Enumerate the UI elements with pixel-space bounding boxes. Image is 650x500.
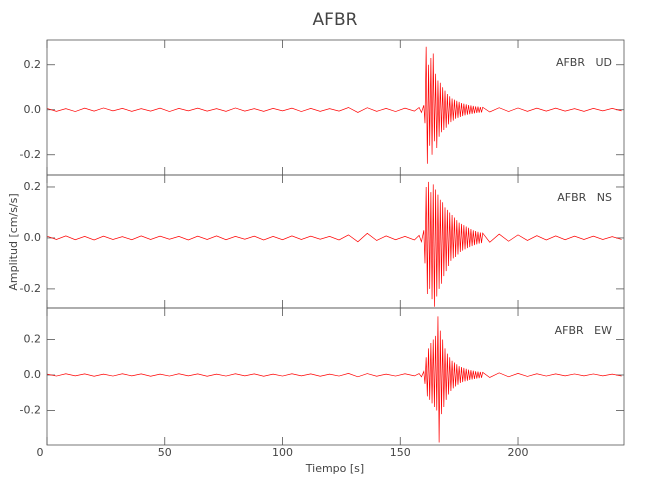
panel-label: AFBR UD bbox=[556, 56, 612, 69]
x-tick-label: 200 bbox=[508, 446, 529, 459]
panel-frame bbox=[46, 307, 625, 446]
x-tick-label: 0 bbox=[37, 446, 44, 459]
y-tick-label: 0.0 bbox=[24, 231, 42, 244]
y-tick-label: 0.0 bbox=[24, 368, 42, 381]
x-tick-label: 150 bbox=[390, 446, 411, 459]
waveform bbox=[47, 316, 622, 443]
y-tick-label: 0.2 bbox=[24, 332, 42, 345]
x-tick-label: 50 bbox=[158, 446, 172, 459]
y-tick-label: -0.2 bbox=[20, 282, 41, 295]
panel-frame bbox=[46, 39, 625, 176]
y-tick-label: 0.0 bbox=[24, 103, 42, 116]
x-tick-label: 100 bbox=[272, 446, 293, 459]
panel-frame bbox=[46, 174, 625, 309]
waveform bbox=[47, 46, 622, 164]
chart-title: AFBR bbox=[313, 10, 358, 30]
panel-label: AFBR NS bbox=[557, 191, 612, 204]
y-axis-label: Amplitud [cm/s/s] bbox=[7, 193, 20, 290]
waveform bbox=[47, 181, 622, 307]
x-axis-label: Tiempo [s] bbox=[305, 462, 364, 475]
y-tick-label: -0.2 bbox=[20, 148, 41, 161]
y-tick-label: 0.2 bbox=[24, 58, 42, 71]
y-tick-label: 0.2 bbox=[24, 180, 42, 193]
y-tick-label: -0.2 bbox=[20, 404, 41, 417]
panel-label: AFBR EW bbox=[555, 324, 612, 337]
